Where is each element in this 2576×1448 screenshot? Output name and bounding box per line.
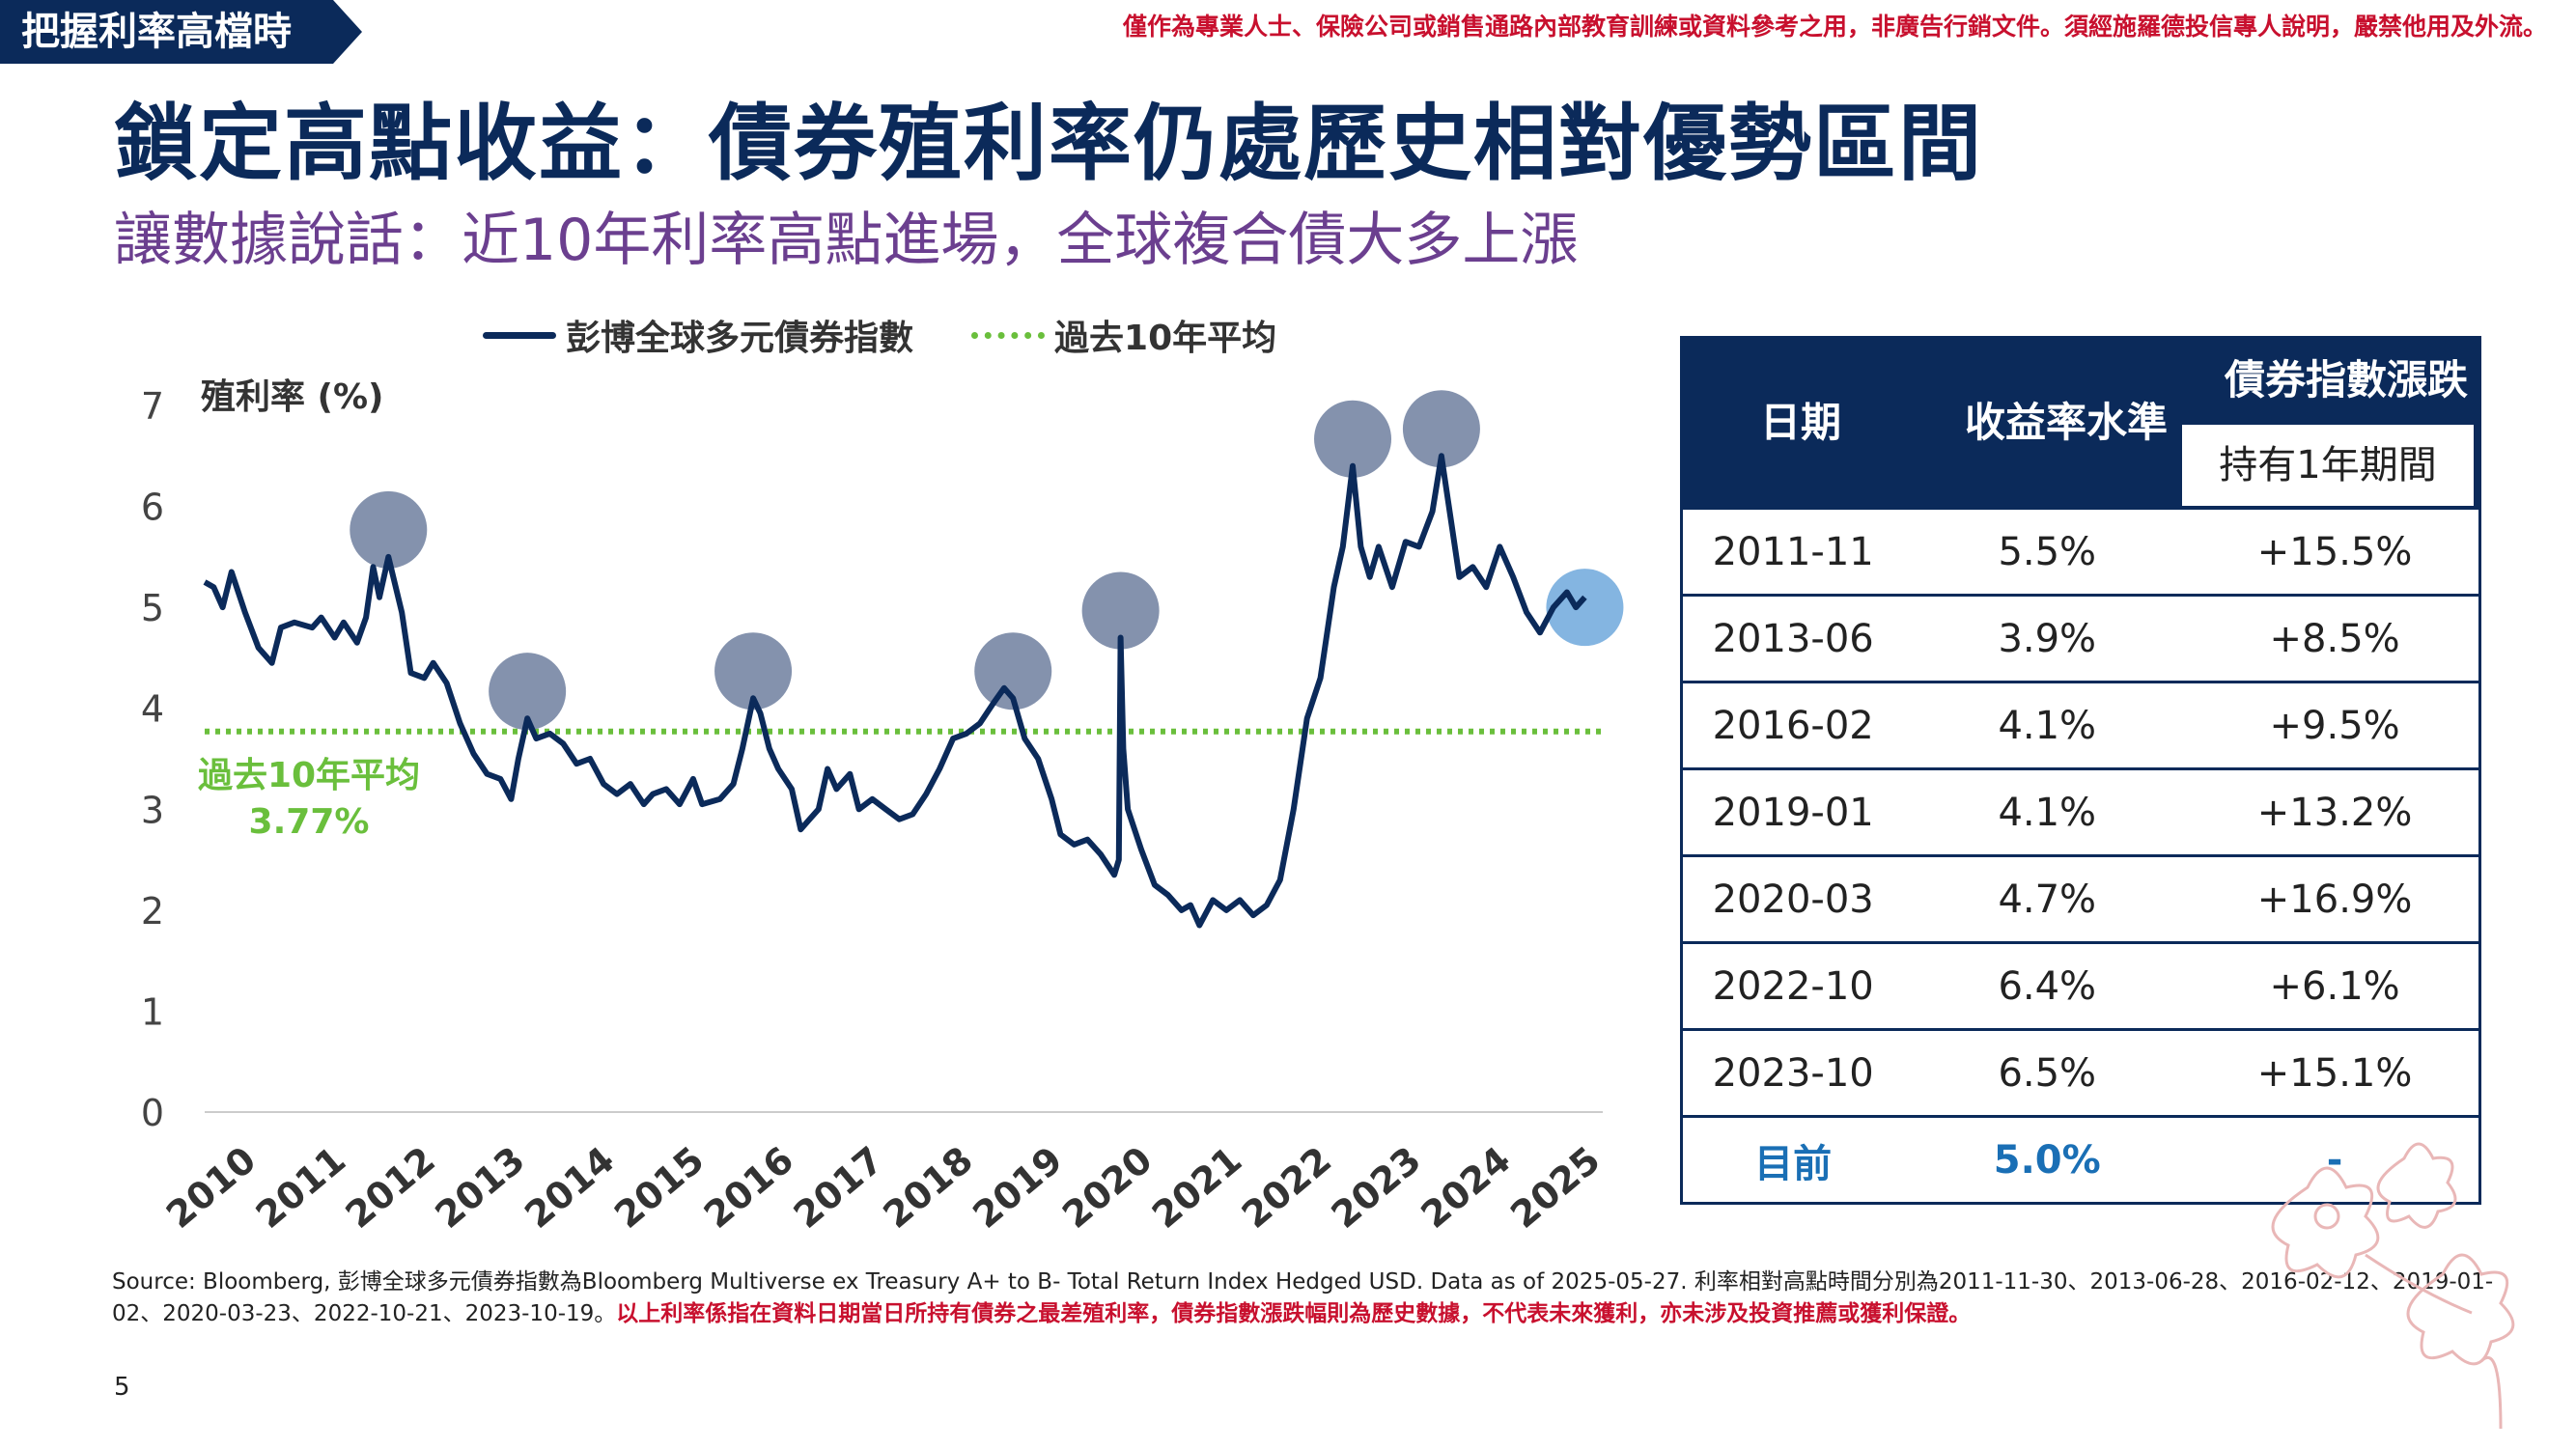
disclaimer: 僅作為專業人士、保險公司或銷售通路內部教育訓練或資料參考之用，非廣告行銷文件。須… — [1122, 13, 2547, 41]
y-tick-label: 0 — [141, 1092, 164, 1134]
x-tick-label: 2021 — [1144, 1138, 1249, 1237]
cell-return: +6.1% — [2269, 963, 2400, 1009]
cell-date: 2023-10 — [1712, 1050, 1874, 1096]
y-tick-label: 2 — [141, 890, 164, 933]
x-tick-label: 2010 — [158, 1138, 264, 1237]
table-row: 2013-06 3.9% +8.5% — [1680, 597, 2481, 683]
table-header: 日期 收益率水準 債券指數漲跌 持有1年期間 — [1680, 336, 2481, 510]
y-tick-label: 3 — [141, 789, 164, 831]
blossom-decoration-icon — [2271, 1142, 2515, 1430]
table-row: 2016-02 4.1% +9.5% — [1680, 683, 2481, 770]
cell-return: +15.5% — [2256, 529, 2413, 574]
table-body: 2011-11 5.5% +15.5% 2013-06 3.9% +8.5% 2016-02… — [1680, 510, 2481, 1118]
x-tick-label: 2024 — [1413, 1138, 1518, 1237]
page-title: 鎖定高點收益：債券殖利率仍處歷史相對優勢區間 — [114, 96, 1983, 192]
average-annotation: 過去10年平均 3.77% — [183, 753, 434, 846]
cell-yield: 6.5% — [1998, 1050, 2097, 1096]
page-number: 5 — [114, 1373, 130, 1402]
peak-marker — [1546, 569, 1624, 647]
cell-yield: 4.1% — [1998, 790, 2097, 835]
average-annotation-value: 3.77% — [248, 802, 370, 842]
source-text: Source: Bloomberg, 彭博全球多元債券指數為Bloomberg … — [112, 1269, 2494, 1326]
table-row-current: 目前 5.0% - — [1680, 1118, 2481, 1205]
y-tick-label: 5 — [141, 587, 164, 629]
y-axis-label: 殖利率 (%) — [201, 377, 384, 417]
header-date: 日期 — [1759, 399, 1841, 446]
x-tick-label: 2025 — [1502, 1138, 1608, 1237]
x-tick-label: 2018 — [876, 1138, 981, 1237]
cell-date: 2013-06 — [1712, 616, 1874, 661]
average-annotation-label: 過去10年平均 — [197, 756, 421, 795]
y-tick-label: 1 — [141, 990, 164, 1033]
peak-marker — [350, 490, 428, 569]
chart-legend: 彭博全球多元債券指數 過去10年平均 — [483, 311, 1276, 359]
section-tag: 把握利率高檔時 — [0, 0, 362, 64]
table-row: 2022-10 6.4% +6.1% — [1680, 944, 2481, 1031]
x-tick-label: 2014 — [517, 1138, 622, 1237]
x-tick-label: 2011 — [248, 1138, 353, 1237]
header-yield: 收益率水準 — [1964, 399, 2168, 446]
cell-return: +8.5% — [2269, 616, 2400, 661]
cell-date: 目前 — [1754, 1141, 1833, 1186]
cell-return: +9.5% — [2269, 703, 2400, 748]
legend-average-label: 過去10年平均 — [1054, 319, 1277, 358]
peak-marker — [1402, 390, 1480, 468]
cell-return: +13.2% — [2256, 790, 2413, 835]
x-tick-label: 2019 — [965, 1138, 1070, 1237]
x-tick-label: 2016 — [696, 1138, 801, 1237]
x-tick-label: 2013 — [427, 1138, 532, 1237]
cell-return: - — [2326, 1137, 2343, 1183]
y-tick-label: 6 — [141, 487, 164, 529]
cell-date: 2019-01 — [1712, 790, 1874, 835]
peak-marker — [489, 653, 567, 731]
header-return-sub: 持有1年期間 — [2182, 425, 2474, 506]
y-tick-label: 7 — [141, 385, 164, 428]
cell-return: +15.1% — [2256, 1050, 2413, 1096]
peak-marker — [1081, 571, 1160, 650]
header-return: 債券指數漲跌 — [2224, 356, 2468, 404]
page-subtitle: 讓數據說話：近10年利率高點進場，全球複合債大多上漲 — [114, 207, 1579, 274]
x-tick-label: 2023 — [1324, 1138, 1429, 1237]
cell-yield: 6.4% — [1998, 963, 2097, 1009]
cell-yield: 4.7% — [1998, 877, 2097, 922]
x-tick-label: 2020 — [1054, 1138, 1160, 1237]
cell-yield: 4.1% — [1998, 703, 2097, 748]
legend-line-swatch — [483, 331, 556, 339]
legend-series-label: 彭博全球多元債券指數 — [566, 319, 914, 358]
table-row: 2019-01 4.1% +13.2% — [1680, 770, 2481, 857]
yield-table: 日期 收益率水準 債券指數漲跌 持有1年期間 2011-11 5.5% +15.5%… — [1680, 336, 2481, 1205]
cell-yield: 3.9% — [1998, 616, 2097, 661]
source-warning: 以上利率係指在資料日期當日所持有債券之最差殖利率，債券指數漲跌幅則為歷史數據，不… — [616, 1301, 1972, 1326]
table-row: 2020-03 4.7% +16.9% — [1680, 857, 2481, 944]
table-row: 2011-11 5.5% +15.5% — [1680, 510, 2481, 597]
x-tick-label: 2015 — [606, 1138, 712, 1237]
yield-chart: 0 1 2 3 4 5 6 7 20102011201220132014201520162017… — [141, 385, 1624, 1237]
x-tick-label: 2022 — [1234, 1138, 1339, 1237]
y-tick-label: 4 — [141, 688, 164, 731]
cell-yield: 5.5% — [1998, 529, 2097, 574]
cell-date: 2022-10 — [1712, 963, 1874, 1009]
x-tick-label: 2012 — [338, 1138, 443, 1237]
cell-yield: 5.0% — [1993, 1137, 2101, 1183]
x-tick-label: 2017 — [786, 1138, 891, 1237]
cell-date: 2011-11 — [1712, 529, 1874, 574]
source-note: Source: Bloomberg, 彭博全球多元債券指數為Bloomberg … — [112, 1267, 2506, 1330]
cell-date: 2020-03 — [1712, 877, 1874, 922]
legend-average-swatch — [971, 331, 1046, 339]
cell-return: +16.9% — [2256, 877, 2413, 922]
peak-marker — [1314, 400, 1392, 478]
series-line — [203, 453, 1587, 929]
table-row: 2023-10 6.5% +15.1% — [1680, 1031, 2481, 1118]
cell-date: 2016-02 — [1712, 703, 1874, 748]
peak-marker — [974, 632, 1052, 710]
peak-marker — [714, 632, 793, 710]
